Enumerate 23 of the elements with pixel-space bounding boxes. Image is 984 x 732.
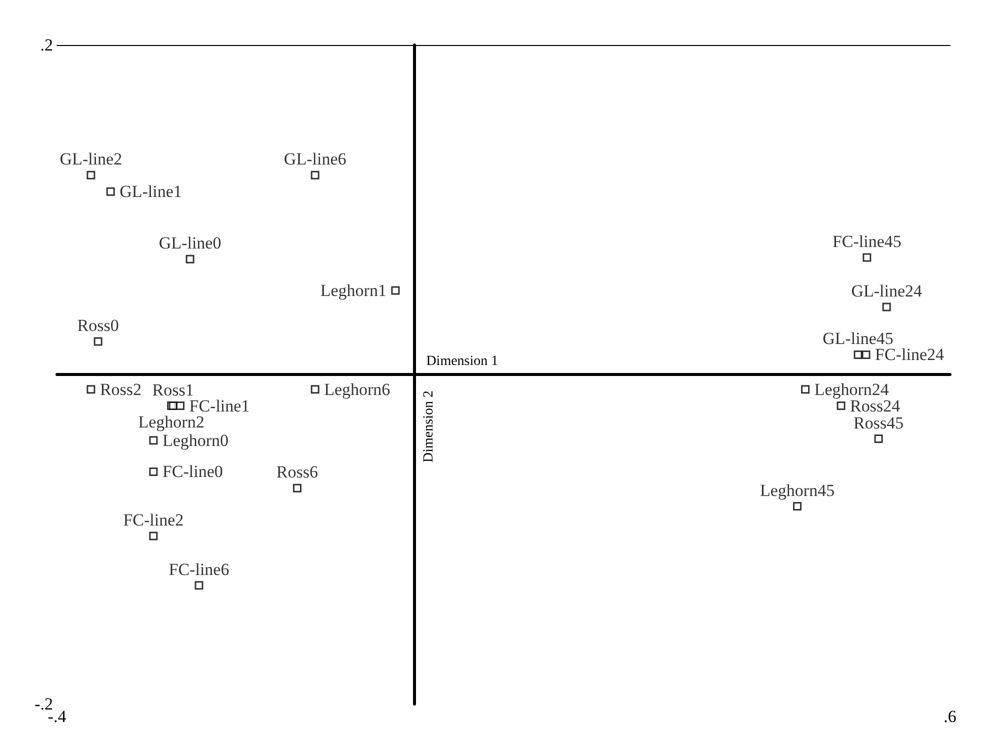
x-tick-label: .6 (944, 707, 956, 726)
series-label: Ross2 (100, 380, 142, 399)
series-label: Ross24 (850, 396, 901, 416)
series-label: GL-line6 (284, 150, 346, 169)
series-label: Leghorn45 (760, 480, 835, 500)
series-label: GL-line2 (60, 150, 122, 169)
y-tick-label: .2 (40, 36, 53, 54)
series-label: FC-line6 (168, 560, 230, 579)
series-label: FC-line45 (832, 232, 902, 252)
series-label: Leghorn1 (320, 280, 386, 300)
series-label: Leghorn24 (814, 380, 890, 399)
series-label: GL-line1 (120, 182, 182, 202)
series-label: Leghorn0 (162, 430, 229, 450)
series-label: Ross45 (854, 413, 904, 432)
x-axis-title: Dimension 1 (426, 354, 498, 369)
series-label: Ross0 (77, 316, 119, 336)
y-axis-title: Dimension 2 (422, 390, 437, 462)
series-label: FC-line2 (123, 510, 184, 530)
series-label: Leghorn6 (324, 380, 390, 399)
series-label: GL-line0 (158, 234, 222, 253)
series-label: Ross6 (276, 462, 318, 482)
series-label: GL-line24 (851, 281, 922, 300)
series-label: FC-line0 (162, 462, 223, 482)
